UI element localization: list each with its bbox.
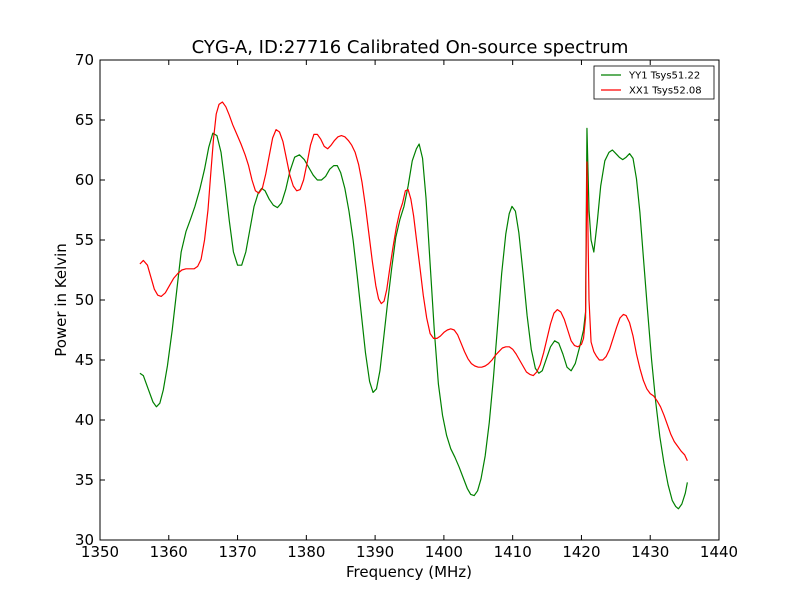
- series-line-xx1: [139, 101, 688, 462]
- x-tick-label: 1430: [631, 543, 669, 561]
- y-tick-label: 60: [75, 171, 94, 189]
- series-line-yy1: [139, 127, 688, 510]
- series-layer: [139, 101, 688, 510]
- x-axis-label: Frequency (MHz): [346, 563, 472, 581]
- x-tick-label: 1360: [150, 543, 188, 561]
- y-tick-label: 65: [75, 111, 94, 129]
- y-tick-label: 35: [75, 471, 94, 489]
- x-axis: 1350 1360 1370 1380 1390 1400 1410 1420 1430 1440: [81, 60, 738, 561]
- x-tick-label: 1350: [81, 543, 119, 561]
- legend-box: [593, 65, 715, 100]
- y-axis-label: Power in Kelvin: [52, 243, 70, 357]
- x-tick-label: 1380: [287, 543, 325, 561]
- chart-title: CYG-A, ID:27716 Calibrated On-source spe…: [192, 37, 629, 58]
- y-axis: 30 35 40 45 50 55 60 65 70: [75, 51, 719, 549]
- legend-label-xx1: XX1 Tsys52.08: [629, 86, 702, 97]
- x-tick-label: 1420: [562, 543, 600, 561]
- legend-label-yy1: YY1 Tsys51.22: [628, 71, 700, 82]
- x-tick-label: 1440: [700, 543, 738, 561]
- x-tick-label: 1370: [218, 543, 256, 561]
- x-tick-label: 1410: [494, 543, 532, 561]
- x-tick-label: 1400: [425, 543, 463, 561]
- y-tick-label: 55: [75, 231, 94, 249]
- x-tick-label: 1390: [356, 543, 394, 561]
- legend: YY1 Tsys51.22 XX1 Tsys52.08: [593, 65, 715, 100]
- y-tick-label: 30: [75, 531, 94, 549]
- y-tick-label: 50: [75, 291, 94, 309]
- y-tick-label: 70: [75, 51, 94, 69]
- plot-area: 1350 1360 1370 1380 1390 1400 1410 1420 1430 1440…: [75, 51, 738, 561]
- y-tick-label: 45: [75, 351, 94, 369]
- plot-background: [100, 60, 719, 540]
- y-tick-label: 40: [75, 411, 94, 429]
